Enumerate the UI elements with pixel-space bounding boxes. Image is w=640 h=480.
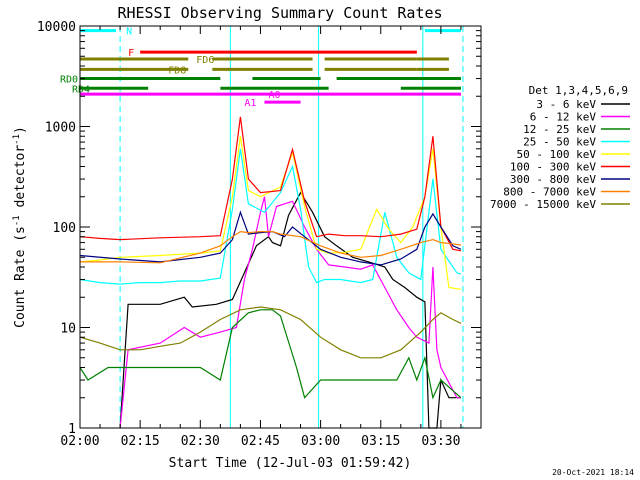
- legend-label-5: 100 - 300 keV: [510, 161, 596, 174]
- series-line-7: [80, 230, 461, 264]
- status-bar-label-f: F: [128, 48, 134, 59]
- y-tick-label-0: 1: [68, 422, 76, 437]
- series-line-1: [119, 196, 461, 429]
- x-tick-label-0: 02:00: [60, 434, 99, 449]
- chart-title: RHESSI Observing Summary Count Rates: [117, 4, 442, 22]
- y-tick-label-4: 10000: [37, 20, 76, 35]
- footer-date: 20-Oct-2021 18:14: [552, 468, 634, 477]
- series-line-2: [79, 309, 462, 400]
- series-line-3: [79, 148, 462, 285]
- status-bar-label-fd8: FD8: [168, 65, 186, 76]
- series-line-0: [119, 191, 461, 429]
- legend-label-0: 3 - 6 keV: [536, 98, 596, 111]
- legend-label-7: 800 - 7000 keV: [503, 186, 596, 199]
- status-bar-label-fd6: FD6: [196, 55, 214, 66]
- x-tick-label-1: 02:15: [121, 434, 160, 449]
- axes: 02:00 02:15 02:30 02:45 03:00 03:15 03:30 1 10 10…: [37, 20, 482, 449]
- status-bar-label-rd4: RD4: [72, 84, 90, 95]
- status-bar-label-n: N: [126, 27, 132, 38]
- x-tick-label-6: 03:30: [421, 434, 460, 449]
- series-line-5: [79, 116, 462, 252]
- status-bar-label-a0: A0: [268, 90, 280, 101]
- x-tick-label-4: 03:00: [301, 434, 340, 449]
- x-tick-label-2: 02:30: [181, 434, 220, 449]
- y-tick-label-2: 100: [53, 221, 76, 236]
- legend-label-2: 12 - 25 keV: [523, 123, 596, 136]
- legend-label-1: 6 - 12 keV: [530, 111, 597, 124]
- legend-label-8: 7000 - 15000 keV: [490, 198, 596, 211]
- status-bar-label-a1: A1: [244, 98, 256, 109]
- status-bar-label-rd0: RD0: [60, 75, 78, 86]
- series-line-4: [79, 136, 461, 290]
- x-tick-label-5: 03:15: [361, 434, 400, 449]
- legend-label-3: 25 - 50 keV: [523, 136, 596, 149]
- y-axis-label: Count Rate (s-1 detector-1): [12, 126, 28, 328]
- y-tick-label-1: 10: [60, 322, 76, 337]
- legend-title: Det 1,3,4,5,6,9: [529, 84, 628, 97]
- series-line-6: [79, 210, 462, 266]
- legend-label-6: 300 - 800 keV: [510, 173, 596, 186]
- x-axis-label: Start Time (12-Jul-03 01:59:42): [169, 456, 412, 471]
- series-line-8: [79, 306, 462, 359]
- x-tick-label-3: 02:45: [241, 434, 280, 449]
- y-tick-label-3: 1000: [45, 121, 76, 136]
- legend-label-4: 50 - 100 keV: [517, 148, 597, 161]
